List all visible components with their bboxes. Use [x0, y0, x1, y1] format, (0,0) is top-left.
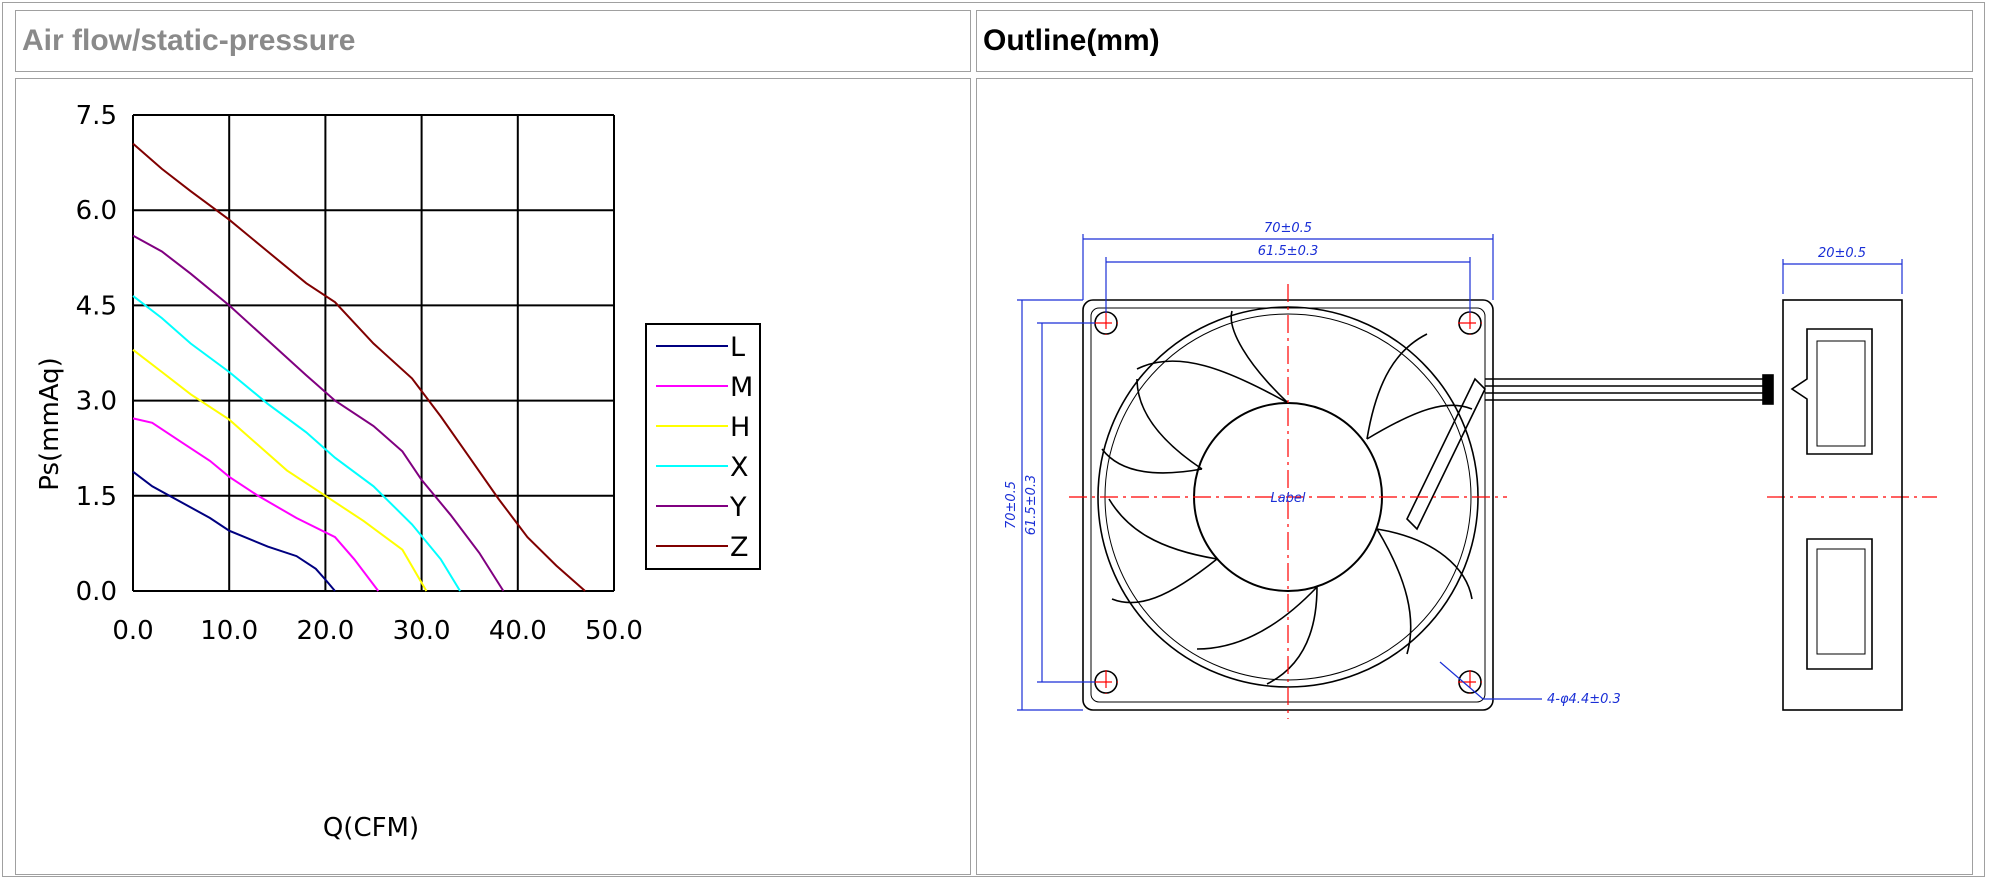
fan-blade	[1136, 360, 1289, 404]
y-tick-label: 3.0	[76, 387, 117, 417]
series-line-L	[132, 470, 336, 592]
fan-outline-drawing: 70±0.5 61.5±0.3 70±0.5 61.5±0.3 20±0.5 L…	[1004, 221, 1937, 719]
series-line-M	[132, 417, 380, 592]
fan-blade	[1376, 528, 1473, 600]
chart-ticks: 0.0 10.0 20.0 30.0 40.0 50.0 0.0 1.5 3.0 4.5 6.0 7.…	[76, 101, 643, 646]
side-upper-block	[1790, 328, 1873, 455]
dim-side: 20±0.5	[1818, 246, 1866, 261]
x-tick-label: 40.0	[489, 616, 547, 646]
fan-blade	[1266, 586, 1318, 685]
series-line-X	[132, 295, 461, 592]
airflow-header: Air flow/static-pressure	[15, 10, 971, 72]
chart-panel: 0.0 10.0 20.0 30.0 40.0 50.0 0.0 1.5 3.0 4.5 6.0 7.…	[15, 78, 971, 875]
legend-label-H: H	[730, 412, 750, 443]
hole-leader	[1439, 661, 1484, 700]
fan-blade	[1366, 333, 1428, 440]
dim-top-inner: 61.5±0.3	[1258, 244, 1319, 259]
fan-blade	[1101, 448, 1203, 474]
wire-connector	[1762, 374, 1774, 405]
side-lower-inner	[1816, 548, 1866, 655]
hub-label: Label	[1270, 491, 1305, 506]
y-tick-label: 1.5	[76, 482, 117, 512]
legend-label-Z: Z	[730, 532, 749, 563]
y-tick-label: 7.5	[76, 101, 117, 131]
fan-blade	[1196, 586, 1318, 650]
legend-box	[645, 323, 761, 570]
x-tick-label: 30.0	[393, 616, 451, 646]
x-tick-label: 20.0	[296, 616, 354, 646]
series-line-Y	[132, 234, 505, 592]
fan-front-view	[1082, 299, 1774, 711]
fan-blade	[1111, 558, 1218, 604]
fan-blade	[1230, 310, 1289, 404]
y-axis-label: Ps(mmAq)	[35, 357, 65, 491]
pq-chart: 0.0 10.0 20.0 30.0 40.0 50.0 0.0 1.5 3.0 4.5 6.0 7.…	[35, 101, 761, 843]
side-frame	[1782, 299, 1903, 711]
outline-header: Outline(mm)	[976, 10, 1973, 72]
dim-left-inner: 61.5±0.3	[1024, 475, 1039, 536]
x-tick-label: 50.0	[585, 616, 643, 646]
series-line-Z	[132, 142, 586, 592]
y-tick-label: 6.0	[76, 196, 117, 226]
fan-blade	[1108, 498, 1218, 560]
legend-label-X: X	[730, 452, 749, 483]
outline-panel: 70±0.5 61.5±0.3 70±0.5 61.5±0.3 20±0.5 L…	[976, 78, 1973, 875]
wire-channel	[1406, 377, 1486, 531]
x-tick-label: 10.0	[200, 616, 258, 646]
x-tick-label: 0.0	[112, 616, 153, 646]
outline-header-text: Outline(mm)	[983, 24, 1160, 57]
hole-callout: 4-φ4.4±0.3	[1547, 692, 1621, 707]
fan-side-view	[1782, 299, 1903, 711]
y-tick-label: 0.0	[76, 577, 117, 607]
x-axis-label: Q(CFM)	[323, 813, 419, 843]
legend-label-L: L	[730, 332, 745, 363]
dim-top-outer: 70±0.5	[1264, 221, 1312, 236]
fan-blade	[1136, 378, 1203, 470]
side-upper-inner	[1816, 340, 1866, 447]
series-line-H	[132, 349, 428, 592]
legend-label-M: M	[730, 372, 753, 403]
legend-label-Y: Y	[729, 492, 747, 523]
dim-left-outer: 70±0.5	[1004, 481, 1019, 529]
airflow-header-text: Air flow/static-pressure	[22, 24, 356, 57]
chart-grid	[132, 114, 615, 592]
chart-series	[132, 142, 586, 592]
fan-blade	[1376, 528, 1412, 655]
center-lines	[1069, 284, 1937, 719]
dimension-lines	[1017, 234, 1903, 711]
side-lower-block	[1806, 538, 1873, 670]
fan-blade	[1366, 404, 1473, 440]
y-tick-label: 4.5	[76, 291, 117, 321]
